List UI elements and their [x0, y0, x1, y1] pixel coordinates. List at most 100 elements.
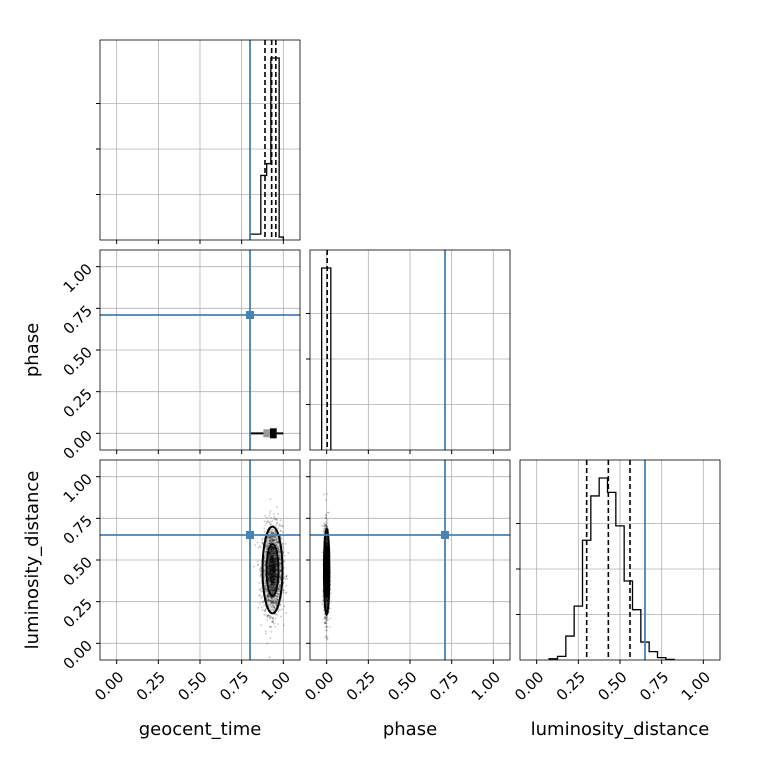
sample-point	[282, 589, 285, 592]
sample-point	[285, 575, 288, 577]
sample-point	[274, 552, 277, 555]
sample-point	[325, 600, 328, 603]
sample-point	[271, 591, 274, 594]
sample-point	[270, 589, 272, 592]
sample-point	[270, 552, 273, 555]
sample-point	[265, 521, 268, 524]
sample-point	[279, 569, 282, 572]
sample-point	[271, 589, 274, 592]
sample-point	[266, 614, 269, 617]
sample-point	[271, 548, 274, 550]
sample-point	[268, 536, 271, 539]
sample-point	[275, 612, 277, 615]
sample-point	[269, 535, 272, 538]
sample-point	[279, 615, 282, 618]
sample-point	[270, 549, 273, 551]
sample-point	[271, 586, 274, 589]
sample-point	[270, 545, 273, 548]
sample-point	[259, 594, 262, 597]
sample-point	[274, 557, 277, 560]
sample-point	[325, 523, 328, 526]
sample-point	[273, 622, 276, 625]
sample-point	[271, 589, 274, 592]
sample-point	[267, 598, 270, 601]
sample-point	[271, 548, 274, 550]
sample-point	[278, 585, 281, 588]
sample-point	[277, 547, 280, 550]
sample-point	[267, 579, 270, 582]
sample-point	[272, 552, 275, 555]
sample-point	[271, 545, 273, 547]
sample-point	[273, 550, 276, 553]
sample-point	[321, 551, 324, 554]
sample-point	[267, 570, 269, 573]
sample-point	[268, 536, 271, 539]
sample-point	[274, 557, 277, 560]
sample-point	[260, 596, 263, 599]
sample-point	[273, 601, 276, 603]
sample-point	[269, 585, 272, 587]
sample-point	[274, 558, 277, 561]
xtick-label: 0.75	[216, 668, 252, 704]
sample-point	[273, 538, 276, 541]
sample-point	[283, 589, 285, 592]
sample-point	[274, 517, 277, 520]
sample-point	[325, 617, 328, 620]
sample-point	[280, 569, 282, 572]
ytick-label: 0.50	[60, 553, 96, 589]
truth-marker	[246, 531, 254, 539]
sample-point	[274, 599, 276, 602]
joint-luminosity_distance-vs-phase	[309, 459, 511, 661]
sample-point	[271, 616, 274, 619]
sample-point	[277, 512, 280, 515]
sample-point	[275, 541, 278, 544]
sample-point	[274, 598, 276, 600]
sample-point	[287, 551, 290, 554]
sample-point	[325, 541, 328, 544]
sample-point	[273, 552, 276, 554]
sample-point	[269, 549, 272, 552]
sample-point	[266, 536, 269, 539]
sample-point	[269, 542, 272, 545]
sample-point	[271, 553, 273, 555]
sample-point	[271, 599, 274, 601]
sample-point	[267, 595, 269, 598]
sample-point	[275, 579, 278, 582]
sample-point	[268, 555, 271, 557]
sample-point	[268, 614, 271, 617]
sample-point	[323, 527, 326, 530]
sample-point	[279, 569, 282, 572]
sample-point	[268, 594, 270, 597]
sample-point	[272, 545, 275, 548]
sample-point	[270, 600, 273, 603]
sample-point	[266, 616, 268, 618]
sample-point	[270, 546, 273, 549]
xtick-label: 0.00	[91, 668, 127, 704]
sample-point	[267, 595, 270, 598]
sample-point	[325, 539, 328, 542]
sample-point	[262, 601, 264, 603]
sample-point	[256, 560, 259, 563]
sample-point	[270, 535, 273, 538]
sample-point	[252, 565, 255, 568]
sample-point	[254, 544, 256, 546]
sample-point	[264, 591, 267, 593]
sample-point	[277, 549, 280, 551]
sample-point	[275, 559, 277, 562]
sample-point	[264, 584, 266, 587]
sample-point	[264, 573, 267, 576]
sample-point	[272, 550, 275, 553]
sample-point	[273, 552, 275, 555]
contour-line-0	[261, 525, 284, 615]
sample-point	[268, 539, 271, 542]
sample-point	[267, 576, 270, 579]
sample-point	[324, 629, 327, 632]
sample-point	[268, 539, 271, 542]
sample-point	[325, 514, 328, 517]
sample-point	[273, 554, 276, 557]
sample-point	[267, 599, 270, 602]
sample-point	[277, 593, 279, 596]
sample-point	[269, 626, 272, 628]
sample-point	[271, 601, 274, 604]
sample-point	[267, 573, 270, 576]
